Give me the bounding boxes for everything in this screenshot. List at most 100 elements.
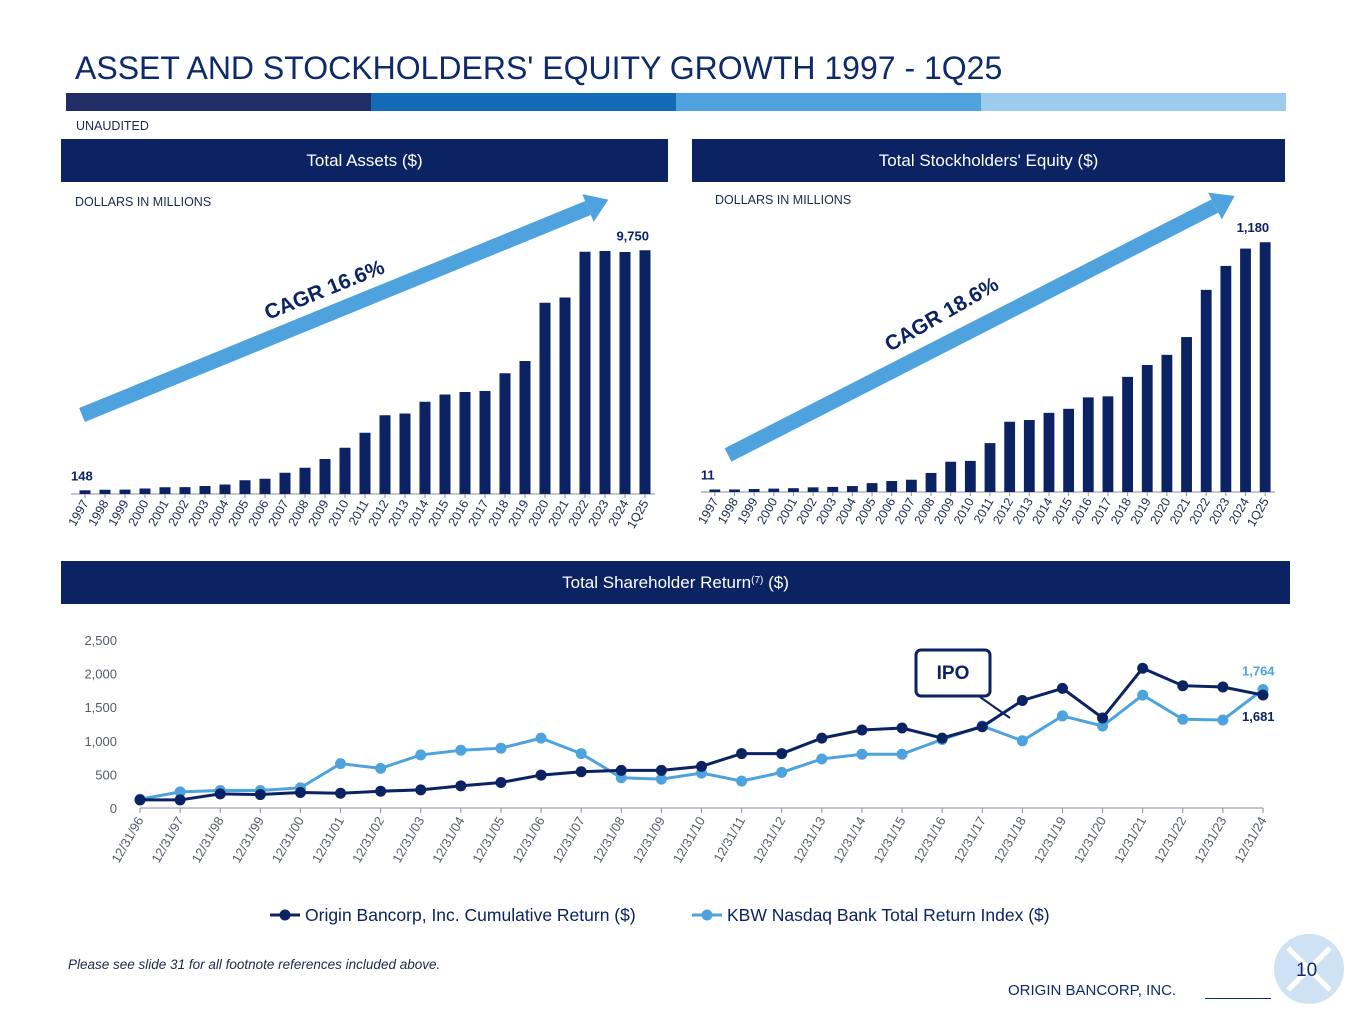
tsr-point-kbw <box>655 773 667 785</box>
tsr-point-kbw <box>535 732 547 744</box>
title-stripe-navy <box>66 93 372 111</box>
tsr-xtick-label: 12/31/23 <box>1191 814 1229 865</box>
tsr-point-origin <box>294 787 306 799</box>
assets-units-label: DOLLARS IN MILLIONS <box>75 195 212 209</box>
tsr-header-suffix: ($) <box>763 572 789 592</box>
equity-bar-2003 <box>827 486 839 492</box>
equity-bar-2008 <box>925 472 937 492</box>
tsr-xtick-label: 12/31/24 <box>1231 814 1269 865</box>
assets-bar-2005 <box>239 480 251 494</box>
assets-bar-2015 <box>439 394 451 494</box>
equity-bar-2007 <box>905 479 917 492</box>
company-name: ORIGIN BANCORP, INC. <box>1008 982 1177 999</box>
tsr-xtick-label: 12/31/04 <box>429 814 467 865</box>
tsr-point-kbw <box>896 748 908 760</box>
equity-bar-1999 <box>748 489 760 492</box>
ipo-callout-box <box>914 648 992 698</box>
legend-label-kbw: KBW Nasdaq Bank Total Return Index ($) <box>727 905 1050 925</box>
equity-bar-2023 <box>1220 265 1232 492</box>
equity-first-label: 11 <box>701 468 715 483</box>
tsr-point-origin <box>134 794 146 806</box>
equity-bar-2021 <box>1181 337 1192 492</box>
tsr-ytick-label: 0 <box>110 801 117 816</box>
tsr-point-origin <box>615 764 627 776</box>
tsr-point-origin <box>736 748 748 760</box>
tsr-panel-header: Total Shareholder Return (7) ($) <box>61 561 1290 604</box>
unaudited-label: UNAUDITED <box>76 119 149 133</box>
equity-arrow-shaft <box>724 199 1219 462</box>
equity-bar-2022 <box>1200 289 1212 492</box>
equity-units-label: DOLLARS IN MILLIONS <box>715 193 852 207</box>
equity-bar-2020 <box>1161 354 1173 492</box>
tsr-point-origin <box>1177 680 1189 692</box>
assets-arrow-head <box>582 194 609 222</box>
tsr-xtick-label: 12/31/96 <box>108 814 146 865</box>
logo-badge <box>1274 934 1344 1004</box>
tsr-xtick-label: 12/31/15 <box>870 814 908 865</box>
tsr-xtick-label: 12/31/12 <box>750 814 788 865</box>
assets-bar-1998 <box>99 489 111 494</box>
tsr-point-kbw <box>736 775 748 787</box>
tsr-xtick-label: 12/31/17 <box>951 814 989 865</box>
equity-bar-2016 <box>1082 397 1094 492</box>
assets-bar-2001 <box>159 487 171 494</box>
footnote: Please see slide 31 for all footnote ref… <box>68 957 441 972</box>
tsr-header-footnote: (7) <box>751 575 764 586</box>
tsr-point-kbw <box>1016 735 1028 747</box>
page-number: 10 <box>1296 960 1318 981</box>
assets-bar-2009 <box>319 459 331 494</box>
tsr-xtick-label: 12/31/18 <box>991 814 1029 865</box>
tsr-xtick-label: 12/31/20 <box>1071 814 1109 865</box>
equity-bar-2004 <box>847 486 858 492</box>
tsr-point-origin <box>495 776 507 788</box>
tsr-xtick-label: 12/31/02 <box>349 814 387 865</box>
tsr-point-kbw <box>1097 720 1109 732</box>
legend-marker-kbw <box>701 909 713 921</box>
tsr-point-origin <box>214 788 226 800</box>
tsr-series-line-origin <box>140 666 1264 802</box>
tsr-point-kbw <box>816 753 828 765</box>
company-underline <box>1205 998 1271 999</box>
tsr-point-kbw <box>495 742 507 754</box>
tsr-point-kbw <box>1217 714 1229 726</box>
equity-bar-2002 <box>807 487 819 492</box>
tsr-xtick-label: 12/31/09 <box>630 814 668 865</box>
assets-bar-2014 <box>419 401 431 494</box>
title-stripe-mid-blue <box>371 93 677 111</box>
equity-bar-2024 <box>1240 248 1251 492</box>
ipo-callout-label: IPO <box>937 663 970 684</box>
equity-bar-2015 <box>1063 408 1075 492</box>
tsr-point-origin <box>976 721 988 733</box>
equity-bar-2014 <box>1043 412 1055 492</box>
assets-bar-2019 <box>519 361 531 494</box>
tsr-point-origin <box>1056 682 1068 694</box>
assets-bar-2000 <box>139 488 151 494</box>
tsr-point-kbw <box>575 748 587 760</box>
tsr-ytick-label: 2,000 <box>84 667 117 682</box>
assets-last-label: 9,750 <box>616 228 649 243</box>
ipo-callout: IPO <box>914 648 1011 719</box>
tsr-end-label-kbw: 1,764 <box>1242 663 1275 678</box>
assets-bar-chart: CAGR 16.6%199719981999200020012002200320… <box>66 194 655 531</box>
tsr-xtick-label: 12/31/14 <box>830 814 868 865</box>
title-stripe-light-blue <box>676 93 982 111</box>
tsr-point-origin <box>335 787 347 799</box>
assets-bar-2021 <box>559 297 571 494</box>
tsr-legend: Origin Bancorp, Inc. Cumulative Return (… <box>270 905 1050 925</box>
tsr-point-kbw <box>776 766 788 778</box>
tsr-point-kbw <box>415 749 427 761</box>
assets-bar-2012 <box>379 415 391 494</box>
equity-bar-2010 <box>964 460 976 492</box>
assets-bar-2011 <box>359 432 371 494</box>
equity-bar-2001 <box>788 488 799 492</box>
equity-bar-2017 <box>1102 396 1114 492</box>
tsr-header-text: Total Shareholder Return <box>562 572 752 592</box>
equity-bar-chart: CAGR 18.6%199719981999200020012002200320… <box>695 192 1275 529</box>
tsr-point-kbw <box>1137 689 1149 701</box>
tsr-point-kbw <box>455 744 467 756</box>
tsr-xtick-label: 12/31/06 <box>509 814 547 865</box>
tsr-xtick-label: 12/31/19 <box>1031 814 1069 865</box>
title-stripe-pale-blue <box>981 93 1286 111</box>
assets-bar-2022 <box>579 251 591 494</box>
tsr-point-origin <box>1097 712 1109 724</box>
